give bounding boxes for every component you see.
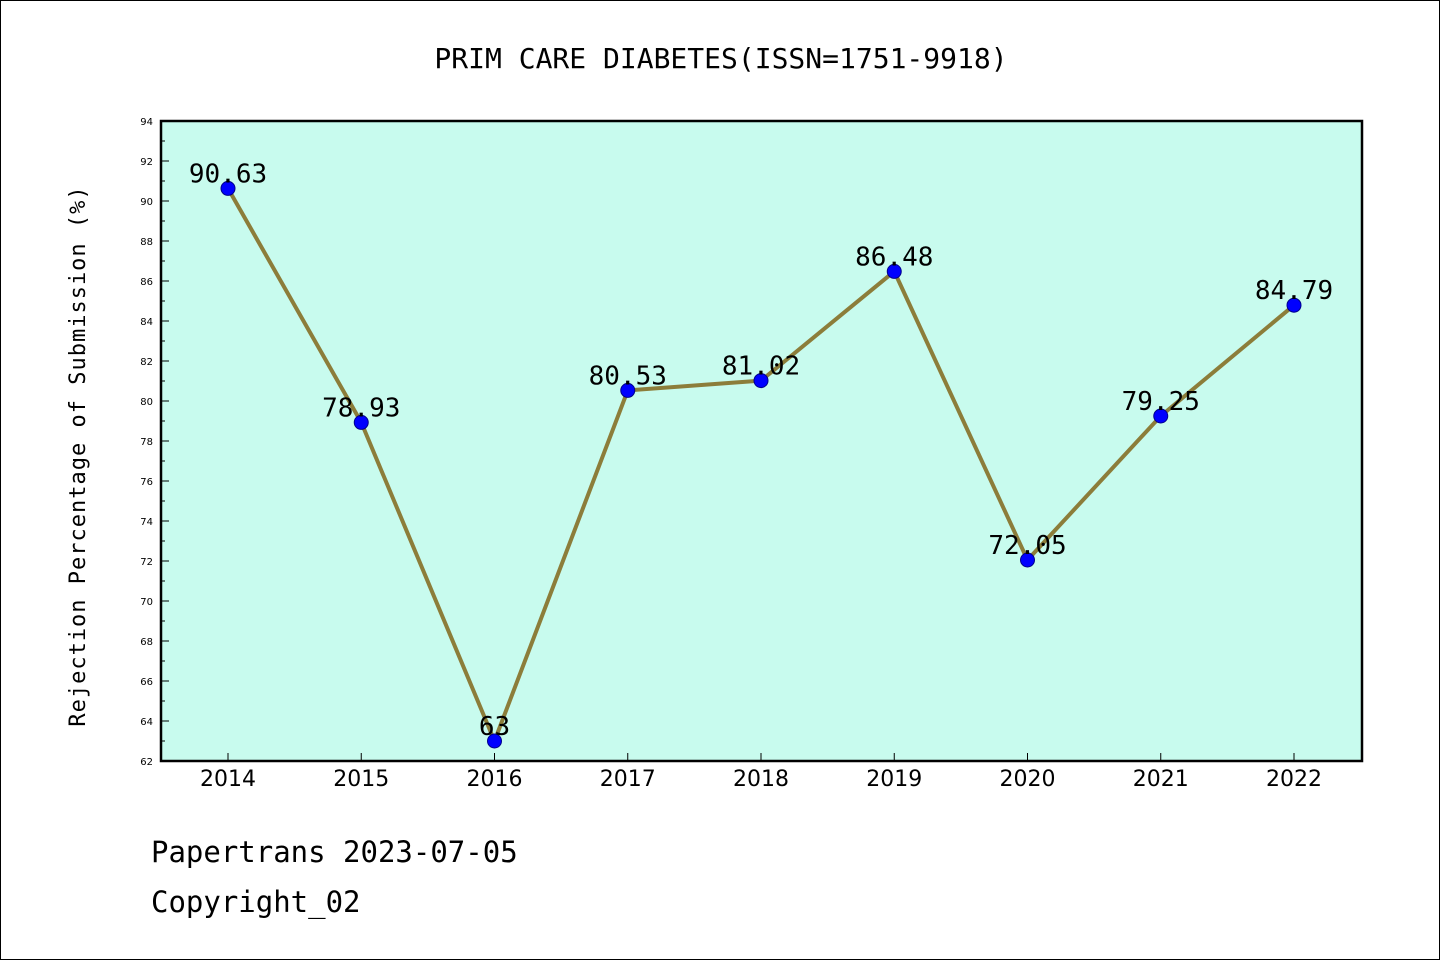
y-axis-label: Rejection Percentage of Submission (%)	[66, 185, 91, 726]
y-tick-label: 70	[140, 597, 153, 608]
copyright-text: Copyright_02	[151, 885, 361, 919]
data-label: 79.25	[1122, 387, 1200, 417]
x-tick-label: 2022	[1266, 767, 1322, 792]
data-point	[620, 382, 636, 398]
y-tick-label: 92	[140, 157, 153, 168]
data-label: 81.02	[722, 352, 800, 382]
y-tick-label: 82	[140, 357, 153, 368]
data-point	[353, 414, 369, 430]
y-tick-label: 80	[140, 397, 153, 408]
data-label: 72.05	[988, 531, 1066, 561]
source-date-text: Papertrans 2023-07-05	[151, 835, 518, 869]
y-tick-label: 68	[140, 637, 153, 648]
data-label: 78.93	[322, 393, 400, 423]
data-point	[220, 180, 236, 196]
data-point	[753, 373, 769, 389]
x-tick-label: 2019	[866, 767, 922, 792]
y-tick-label: 66	[140, 677, 153, 688]
y-axis-ticks: 62 64 66 68 70 72 74 76 78 80 82 84 86 88 90 92 94	[140, 117, 169, 768]
data-label: 63	[479, 712, 510, 742]
data-label: 80.53	[589, 361, 667, 391]
y-tick-label: 94	[140, 117, 153, 128]
data-label: 86.48	[855, 242, 933, 272]
series-line-group: 90.63 78.93 63 80.53 81.02 86.48 72.05 79.25 84.…	[189, 159, 1333, 749]
data-point	[886, 263, 902, 279]
y-tick-label: 62	[140, 757, 153, 768]
y-tick-label: 74	[140, 517, 153, 528]
y-tick-label: 90	[140, 197, 153, 208]
data-point	[1286, 297, 1302, 313]
data-point	[1020, 552, 1035, 568]
data-point	[487, 733, 502, 749]
x-tick-label: 2016	[467, 767, 523, 792]
x-axis-ticks: 2014 2015 2016 2017 2018 2019 2020 2021 2022	[200, 753, 1322, 792]
data-point	[1153, 408, 1169, 424]
x-tick-label: 2021	[1133, 767, 1189, 792]
y-tick-label: 88	[140, 237, 153, 248]
y-tick-label: 64	[140, 717, 153, 728]
x-tick-label: 2020	[1000, 767, 1056, 792]
x-tick-label: 2014	[200, 767, 256, 792]
y-tick-label: 72	[140, 557, 153, 568]
data-label: 90.63	[189, 159, 267, 189]
y-tick-label: 76	[140, 477, 153, 488]
data-label: 84.79	[1255, 276, 1333, 306]
y-tick-label: 84	[140, 317, 153, 328]
plot-area	[159, 119, 1364, 763]
x-tick-label: 2015	[333, 767, 389, 792]
x-tick-label: 2018	[733, 767, 789, 792]
chart-title: PRIM CARE DIABETES(ISSN=1751-9918)	[434, 42, 1007, 75]
x-tick-label: 2017	[600, 767, 656, 792]
y-tick-label: 78	[140, 437, 153, 448]
y-tick-label: 86	[140, 277, 153, 288]
